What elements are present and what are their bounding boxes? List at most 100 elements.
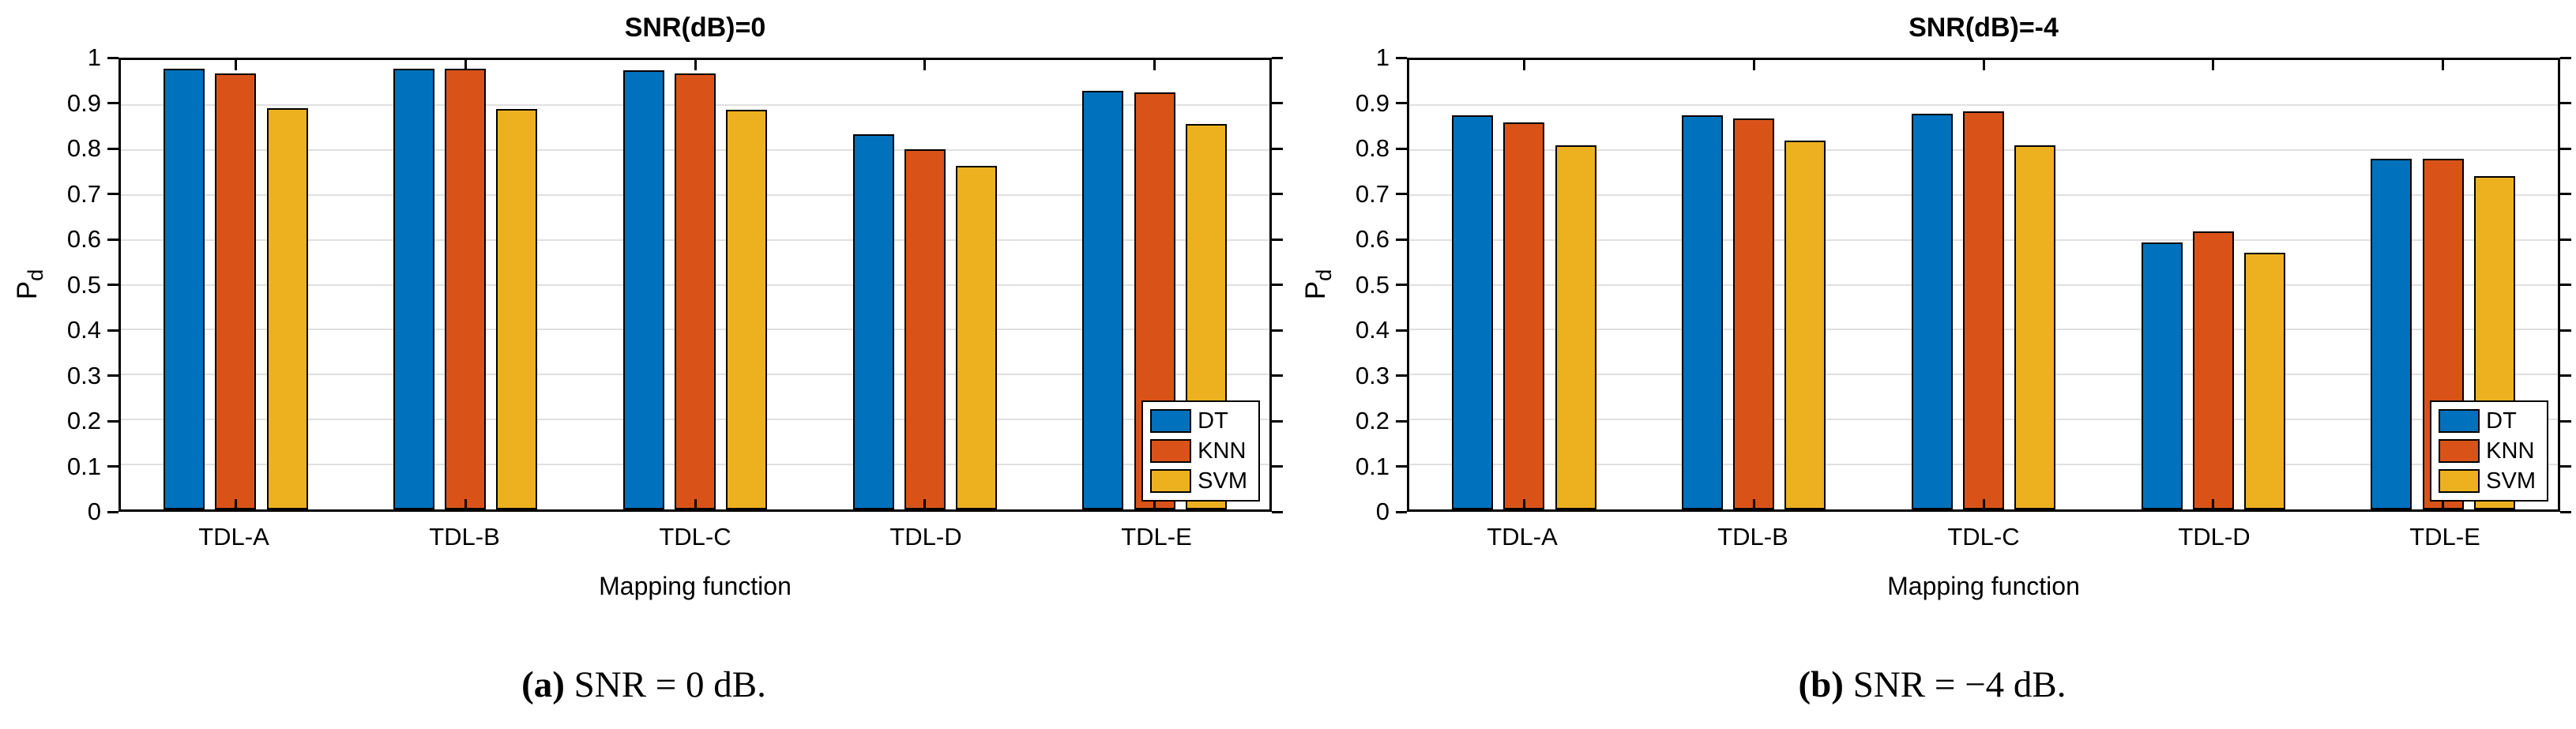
bar-dt-tdl-e (2371, 158, 2412, 509)
x-tick-top (1752, 60, 1755, 70)
bar-dt-tdl-d (2141, 242, 2183, 509)
y-tick-right (2560, 419, 2571, 423)
y-tick-label: 0.8 (1355, 134, 1390, 162)
plot-area: DT KNN SVM (118, 58, 1272, 512)
y-tick (107, 238, 118, 241)
y-tick-label: 0.5 (1355, 270, 1390, 299)
y-tick-right (2560, 284, 2571, 286)
bar-knn-tdl-a (215, 73, 257, 509)
y-tick (1396, 284, 1407, 286)
y-tick-label: 0.3 (1355, 361, 1390, 389)
bar-knn-tdl-b (445, 68, 487, 509)
legend-entry-dt: DT (1150, 409, 1247, 433)
x-axis-label: Mapping function (599, 572, 792, 600)
x-tick-bottom (923, 499, 927, 509)
y-tick-right (1272, 284, 1283, 286)
bar-knn-tdl-b (1733, 118, 1775, 509)
x-tick-bottom (2442, 499, 2445, 509)
bar-svm-tdl-c (726, 110, 768, 509)
y-tick-right (1272, 419, 1283, 423)
x-tick-label: TDL-B (429, 523, 500, 551)
y-tick-right (1272, 329, 1283, 332)
y-tick-label: 0 (1375, 498, 1390, 525)
chart-panel-b: SNR(dB)=-4 Pd DT KNN SVM Mapping function … (1288, 0, 2576, 729)
y-tick (1396, 329, 1407, 332)
y-tick (107, 102, 118, 104)
bar-dt-tdl-e (1082, 90, 1124, 509)
x-tick-bottom (464, 499, 467, 509)
bar-knn-tdl-d (904, 148, 946, 509)
y-tick-right (1272, 147, 1283, 150)
y-tick (107, 284, 118, 286)
bar-svm-tdl-d (2243, 253, 2285, 509)
y-tick (1396, 102, 1407, 104)
x-tick-top (234, 60, 237, 70)
y-tick-right (2560, 465, 2571, 468)
bar-svm-tdl-b (1784, 141, 1826, 509)
x-tick-bottom (1752, 499, 1755, 509)
chart-title: SNR(dB)=-4 (1908, 13, 2059, 43)
y-tick (1396, 56, 1407, 59)
x-tick-label: TDL-A (1487, 523, 1558, 551)
legend: DT KNN SVM (2430, 400, 2548, 502)
legend-entry-knn: KNN (1150, 439, 1247, 463)
x-tick-label: TDL-C (659, 523, 731, 551)
legend-label-dt: DT (1198, 408, 1228, 434)
x-tick-top (2442, 60, 2445, 70)
bar-knn-tdl-c (1962, 111, 2005, 509)
y-tick-label: 0.5 (66, 270, 101, 299)
y-tick-right (2560, 238, 2571, 241)
y-tick-right (2560, 56, 2571, 59)
y-tick (1396, 374, 1407, 377)
y-tick-label: 0.4 (1355, 316, 1390, 344)
x-tick-label: TDL-B (1717, 523, 1788, 551)
x-axis-label: Mapping function (1887, 572, 2080, 600)
y-tick (1396, 193, 1407, 195)
x-tick-bottom (1522, 499, 1525, 509)
bar-svm-tdl-d (955, 166, 997, 509)
x-tick-label: TDL-A (198, 523, 269, 551)
y-tick-right (1272, 102, 1283, 104)
legend-entry-knn: KNN (2439, 439, 2536, 463)
y-tick-label: 0.2 (1355, 407, 1390, 434)
bar-dt-tdl-b (1682, 115, 1724, 509)
legend-swatch-knn (1150, 439, 1192, 463)
bar-dt-tdl-c (622, 70, 664, 509)
y-tick (1396, 510, 1407, 513)
legend-swatch-dt (1150, 409, 1192, 433)
caption-prefix: (a) (521, 664, 565, 705)
y-tick (107, 419, 118, 423)
x-tick-top (1153, 60, 1156, 70)
bar-dt-tdl-b (393, 69, 435, 509)
y-tick (107, 510, 118, 513)
legend-swatch-svm (1150, 469, 1192, 493)
y-tick-label: 0.8 (66, 134, 101, 162)
x-tick-top (694, 60, 697, 70)
subfigure-caption: (b) SNR = −4 dB. (1288, 663, 2576, 706)
y-tick-right (1272, 510, 1283, 513)
y-tick-right (2560, 374, 2571, 377)
bar-knn-tdl-a (1503, 122, 1545, 509)
y-tick (1396, 465, 1407, 468)
plot-area: DT KNN SVM (1407, 58, 2560, 512)
y-tick-label: 0.3 (66, 361, 101, 389)
y-tick-label: 0.2 (66, 407, 101, 434)
y-tick-label: 0.7 (66, 179, 101, 208)
y-tick-label: 0 (87, 498, 101, 525)
y-tick-right (2560, 510, 2571, 513)
bar-svm-tdl-a (1555, 145, 1596, 509)
x-tick-label: TDL-C (1947, 523, 2020, 551)
bar-svm-tdl-b (496, 109, 538, 509)
y-tick (1396, 419, 1407, 423)
x-tick-top (1522, 60, 1525, 70)
y-tick-right (1272, 56, 1283, 59)
y-tick (107, 374, 118, 377)
y-tick-label: 0.7 (1355, 179, 1390, 208)
y-tick (107, 56, 118, 59)
chart-panel-a: SNR(dB)=0 Pd DT KNN SVM Mapping function (… (12, 13, 1283, 705)
x-tick-bottom (694, 499, 697, 509)
legend-label-dt: DT (2486, 408, 2517, 434)
legend-label-svm: SVM (2486, 468, 2536, 494)
bar-dt-tdl-a (164, 69, 205, 509)
